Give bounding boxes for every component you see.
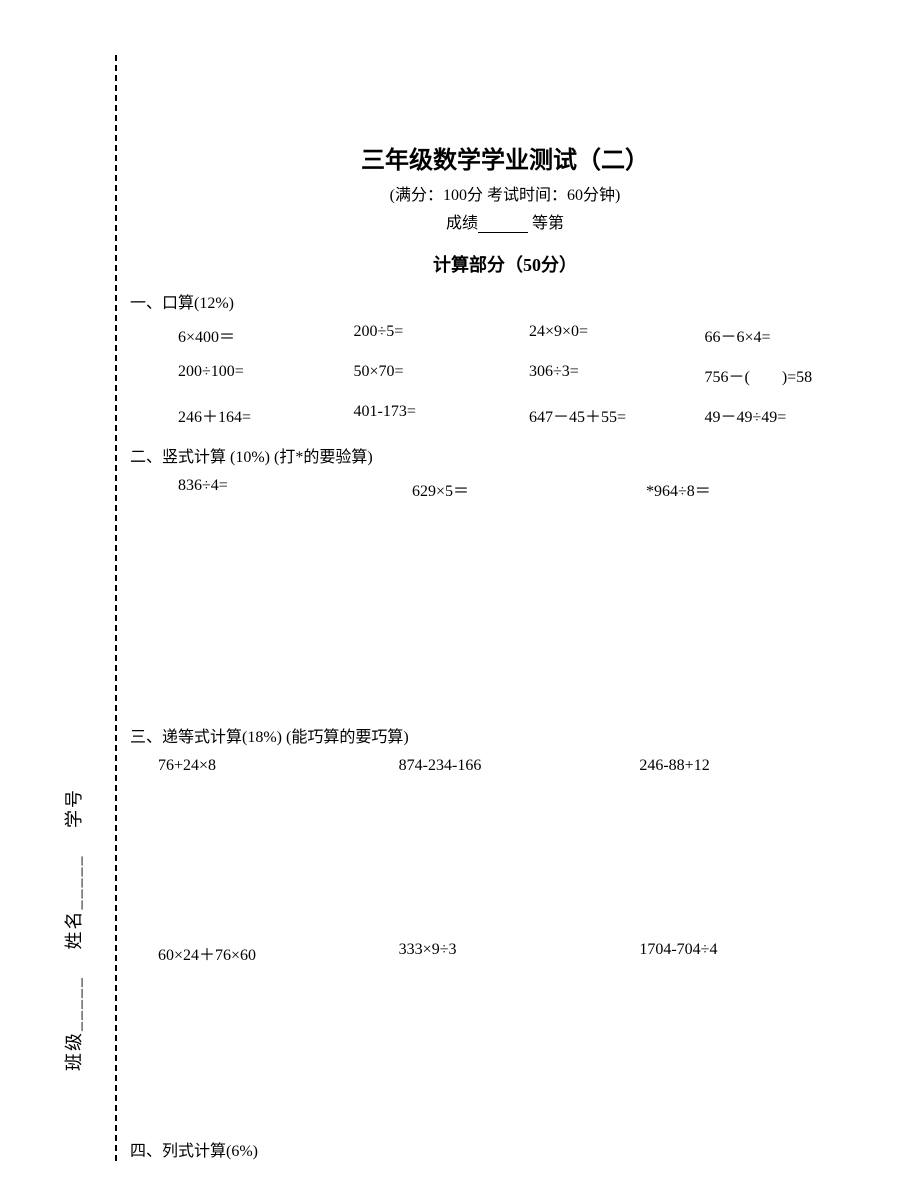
q3-workspace-1 — [130, 791, 880, 941]
q1-heading: 一、口算(12%) — [130, 289, 880, 313]
q2-row1: 836÷4= 629×5＝ *964÷8＝ — [178, 477, 880, 501]
q1-r1-c4: 66－6×4= — [705, 323, 881, 347]
name-blank: _____ — [64, 835, 84, 910]
q2-heading: 二、竖式计算 (10%) (打*的要验算) — [130, 443, 880, 467]
q4-heading: 四、列式计算(6%) — [130, 1137, 880, 1161]
q1-r2-c2: 50×70= — [354, 363, 530, 387]
class-blank: _____ — [64, 956, 84, 1031]
q1-r3-c3: 647－45＋55= — [529, 403, 705, 427]
q3-workspace-2 — [130, 981, 880, 1131]
page-container: 班级_____ 姓名_____ 学号 三年级数学学业测试（二） (满分：100分… — [0, 0, 920, 1191]
content-area: 三年级数学学业测试（二） (满分：100分 考试时间：60分钟) 成绩 等第 计… — [130, 50, 880, 1161]
score-line: 成绩 等第 — [130, 209, 880, 233]
q1-r2-c4: 756－( )=58 — [705, 363, 881, 387]
q3-row1: 76+24×8 874-234-166 246-88+12 — [158, 757, 880, 775]
q1-row1: 6×400＝ 200÷5= 24×9×0= 66－6×4= — [178, 323, 880, 347]
q2-workspace — [130, 517, 880, 717]
q1-r1-c1: 6×400＝ — [178, 323, 354, 347]
q3-r2-c3: 1704-704÷4 — [639, 941, 880, 965]
q1-r3-c4: 49－49÷49= — [705, 403, 881, 427]
q1-row2: 200÷100= 50×70= 306÷3= 756－( )=58 — [178, 363, 880, 387]
binding-dashed-line — [115, 55, 117, 1161]
vertical-labels: 班级_____ 姓名_____ 学号 — [60, 571, 86, 1071]
q2-r1-c2: 629×5＝ — [412, 477, 646, 501]
q3-r1-c3: 246-88+12 — [639, 757, 880, 775]
score-suffix: 等第 — [528, 215, 564, 232]
exam-subtitle: (满分：100分 考试时间：60分钟) — [130, 181, 880, 205]
q1-row3: 246＋164= 401-173= 647－45＋55= 49－49÷49= — [178, 403, 880, 427]
section-title: 计算部分（50分） — [130, 251, 880, 277]
q1-r1-c2: 200÷5= — [354, 323, 530, 347]
q1-r2-c1: 200÷100= — [178, 363, 354, 387]
q2-r1-c1: 836÷4= — [178, 477, 412, 501]
q1-r3-c2: 401-173= — [354, 403, 530, 427]
exam-title: 三年级数学学业测试（二） — [130, 140, 880, 175]
q3-r1-c1: 76+24×8 — [158, 757, 399, 775]
q3-row2: 60×24＋76×60 333×9÷3 1704-704÷4 — [158, 941, 880, 965]
q2-r1-c3: *964÷8＝ — [646, 477, 880, 501]
vertical-text: 班级_____ 姓名_____ 学号 — [60, 788, 86, 1071]
q3-r2-c1: 60×24＋76×60 — [158, 941, 399, 965]
q1-r1-c3: 24×9×0= — [529, 323, 705, 347]
q1-r2-c3: 306÷3= — [529, 363, 705, 387]
q1-r3-c1: 246＋164= — [178, 403, 354, 427]
q3-r1-c2: 874-234-166 — [399, 757, 640, 775]
q3-heading: 三、递等式计算(18%) (能巧算的要巧算) — [130, 723, 880, 747]
score-blank — [478, 217, 528, 233]
class-label: 班级 — [64, 1031, 84, 1071]
q3-r2-c2: 333×9÷3 — [399, 941, 640, 965]
name-label: 姓名 — [64, 910, 84, 950]
score-prefix: 成绩 — [446, 215, 478, 232]
number-label: 学号 — [64, 788, 84, 828]
